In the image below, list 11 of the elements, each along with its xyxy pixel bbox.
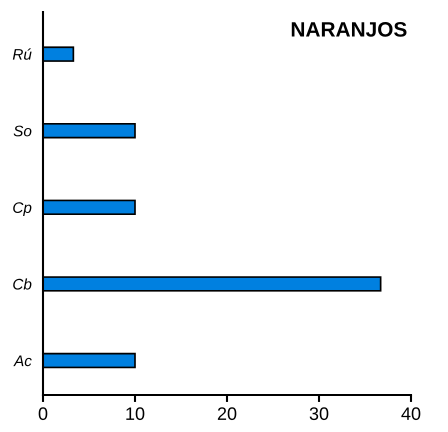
y-tick-label: Ac <box>13 356 32 366</box>
y-tick-label: Cp <box>13 202 32 216</box>
x-tick-label: 10 <box>126 407 144 420</box>
x-tick-label: 0 <box>38 407 48 420</box>
y-tick-label: Cb <box>13 278 32 290</box>
x-tick-label: 40 <box>401 407 420 420</box>
chart-title: NARANJOS <box>292 22 407 37</box>
x-tick-label: 30 <box>310 407 328 420</box>
y-tick-label: So <box>14 126 32 136</box>
x-tick-label: 20 <box>218 407 236 420</box>
y-tick-label: Rú <box>12 48 32 60</box>
